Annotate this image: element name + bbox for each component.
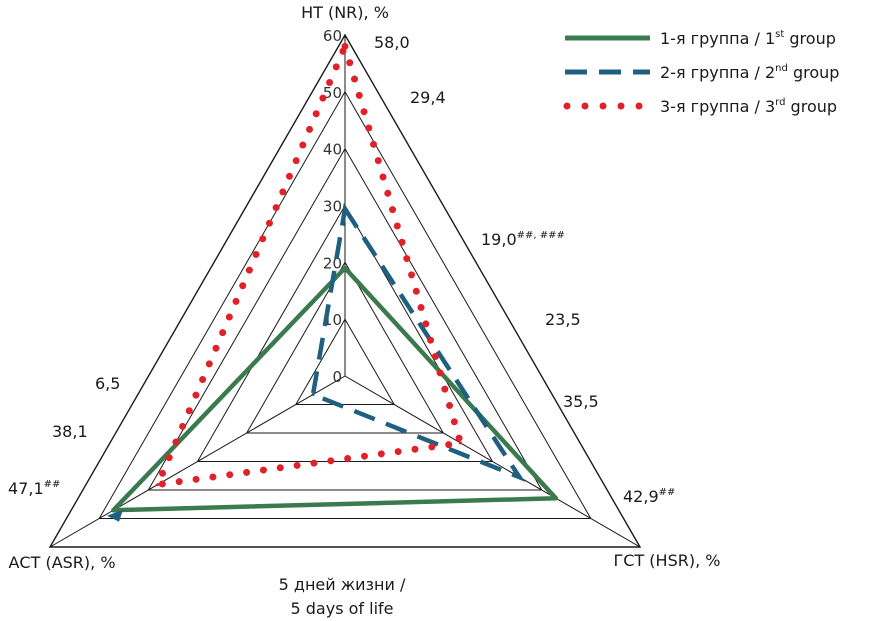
data-point-group3-nr <box>343 44 347 48</box>
axis-title-asr: АСТ (ASR), % <box>8 553 115 572</box>
legend-label-group2-sup: nd <box>775 63 788 74</box>
caption-line2: 5 days of life <box>291 599 394 618</box>
axis-title-hsr: ГСТ (HSR), % <box>614 551 721 570</box>
legend-label-group1: 1-я группа / 1st group <box>660 29 836 48</box>
legend-label-group1-main: 1-я группа / 1 <box>660 29 775 48</box>
data-point-group2-nr <box>343 207 347 211</box>
legend-label-group2: 2-я группа / 2nd group <box>660 63 839 82</box>
data-point-group3-hsr <box>459 441 462 445</box>
grid-ring-50 <box>98 90 592 519</box>
legend-label-group3-sup: rd <box>775 97 785 108</box>
value-label-hsr-group1: 42,9## <box>623 487 675 506</box>
series-line-group3 <box>152 36 465 489</box>
tick-label-0: 0 <box>332 368 342 386</box>
value-label-hsr-group1-significance: ## <box>659 487 676 498</box>
value-label-asr-group1: 47,1## <box>8 479 60 498</box>
tick-label-50: 50 <box>323 84 342 102</box>
value-label-asr-group3: 38,1 <box>52 422 88 441</box>
series-end-marker-group2 <box>107 509 123 522</box>
data-point-group2-hsr <box>518 475 521 479</box>
grid-ring-20 <box>245 261 445 434</box>
value-label-nr-group2: 29,4 <box>410 88 446 107</box>
series-line-group1 <box>111 265 559 513</box>
value-label-nr-group3: 58,0 <box>374 33 410 52</box>
legend-label-group3-main: 3-я группа / 3 <box>660 97 775 116</box>
data-point-group1-nr <box>343 266 347 270</box>
axis-spoke-asr <box>49 375 346 548</box>
grid-ring-10 <box>294 318 396 405</box>
tick-label-20: 20 <box>323 254 342 272</box>
legend-label-group1-sup: st <box>775 29 784 40</box>
tick-label-40: 40 <box>323 141 342 159</box>
value-label-hsr-group1-value: 42,9 <box>623 487 659 506</box>
legend-label-group3: 3-я группа / 3rd group <box>660 97 837 116</box>
data-point-group3-asr <box>156 483 160 487</box>
value-label-nr-group1-significance: ##, ### <box>517 230 565 241</box>
grid-ring-60 <box>48 33 642 548</box>
legend-label-group1-tail: group <box>784 29 836 48</box>
value-label-asr-group1-significance: ## <box>44 479 61 490</box>
value-label-nr-group1-value: 19,0 <box>481 230 517 249</box>
grid-ring-30 <box>196 204 494 462</box>
value-label-hsr-group3: 23,5 <box>545 310 581 329</box>
value-label-nr-group1: 19,0##, ### <box>481 230 565 249</box>
value-label-asr-group1-value: 47,1 <box>8 479 44 498</box>
legend-label-group3-tail: group <box>785 97 837 116</box>
data-point-group2-asr <box>311 393 315 396</box>
data-point-group1-asr <box>111 508 115 512</box>
axis-spoke-hsr <box>344 375 641 548</box>
tick-label-30: 30 <box>323 198 342 216</box>
value-label-hsr-group2: 35,5 <box>563 392 599 411</box>
axis-title-nr: НТ (NR), % <box>301 3 389 22</box>
value-label-asr-group2: 6,5 <box>95 374 120 393</box>
legend: 1-я группа / 1st group 2-я группа / 2nd … <box>563 29 839 116</box>
radar-grid <box>48 33 642 548</box>
tick-label-60: 60 <box>323 27 342 45</box>
legend-label-group2-tail: group <box>788 63 840 82</box>
legend-label-group2-main: 2-я группа / 2 <box>660 63 775 82</box>
grid-ring-40 <box>147 147 543 491</box>
caption-line1: 5 дней жизни / <box>279 575 406 594</box>
series-lines <box>107 36 559 522</box>
data-point-group1-hsr <box>554 496 558 500</box>
